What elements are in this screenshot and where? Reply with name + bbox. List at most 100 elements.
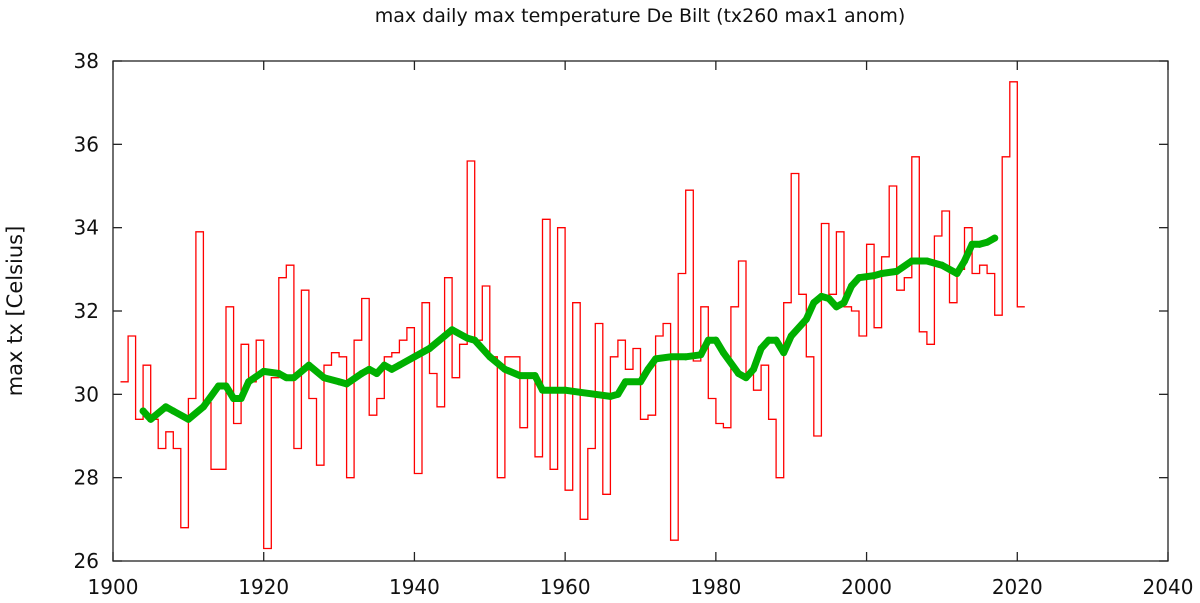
chart-title: max daily max temperature De Bilt (tx260… — [375, 5, 906, 27]
smoothed-point-1956 — [531, 372, 539, 380]
x-tick-label: 1920 — [238, 575, 289, 599]
smoothed-point-1962 — [576, 388, 584, 396]
smoothed-point-2002 — [878, 270, 886, 277]
x-tick-label: 1960 — [540, 575, 591, 599]
smoothed-point-1917 — [237, 395, 245, 402]
smoothed-point-1972 — [652, 355, 660, 363]
x-tick-label: 1900 — [88, 575, 139, 599]
smoothed-point-1994 — [817, 292, 825, 300]
x-tick-label: 1940 — [389, 575, 440, 599]
y-tick-label: 36 — [74, 132, 99, 156]
smoothed-point-2013 — [961, 257, 969, 265]
smoothed-point-1938 — [395, 361, 403, 369]
smoothed-point-1988 — [772, 336, 780, 344]
smoothed-point-1935 — [373, 370, 381, 377]
smoothed-point-2008 — [923, 257, 931, 265]
smoothed-point-2010 — [938, 261, 946, 269]
smoothed-point-1954 — [516, 372, 524, 380]
smoothed-point-1915 — [222, 382, 230, 390]
smoothed-point-1923 — [282, 374, 290, 382]
smoothed-point-1920 — [260, 367, 268, 375]
smoothed-point-1930 — [335, 378, 343, 386]
x-tick-label: 2000 — [841, 575, 892, 599]
smoothed-point-1950 — [486, 353, 494, 361]
smoothed-point-1964 — [591, 390, 599, 398]
smoothed-point-1940 — [410, 353, 418, 361]
annual-max-step-line — [120, 81, 1025, 550]
smoothed-point-1918 — [245, 378, 253, 386]
smoothed-point-1937 — [388, 365, 396, 373]
smoothed-point-2017 — [991, 234, 999, 242]
smoothed-point-1942 — [426, 345, 433, 352]
x-tick-label: 1980 — [690, 575, 741, 599]
y-tick-label: 30 — [74, 382, 99, 406]
y-tick-label: 38 — [74, 49, 99, 73]
smoothed-point-1936 — [380, 361, 388, 369]
smoothed-point-2006 — [908, 257, 916, 265]
smoothed-point-1957 — [539, 386, 547, 394]
smoothed-point-1983 — [734, 370, 742, 377]
smoothed-point-1907 — [162, 403, 170, 411]
smoothed-point-1993 — [810, 299, 818, 307]
smoothed-point-1926 — [305, 361, 313, 369]
y-tick-label: 32 — [74, 299, 99, 323]
smoothed-point-1952 — [501, 365, 509, 373]
plot-frame — [112, 60, 1169, 562]
smoothed-point-1998 — [848, 282, 855, 290]
smoothed-point-2012 — [953, 270, 961, 277]
y-tick-label: 34 — [74, 216, 99, 240]
smoothed-point-2016 — [983, 238, 991, 246]
smoothed-point-1999 — [855, 274, 863, 282]
smoothed-point-1916 — [230, 395, 238, 402]
smoothed-point-1981 — [719, 349, 727, 357]
y-axis-label: max tx [Celsius] — [3, 226, 27, 397]
smoothed-point-1922 — [275, 370, 283, 377]
smoothed-point-1960 — [561, 386, 569, 394]
smoothed-point-1924 — [290, 374, 298, 382]
smoothed-point-1912 — [199, 403, 207, 411]
smoothed-point-2014 — [968, 240, 976, 248]
smoothed-point-2015 — [976, 240, 984, 248]
smoothed-point-1980 — [712, 336, 720, 344]
smoothed-point-1979 — [704, 336, 712, 344]
smoothed-point-1976 — [682, 353, 690, 361]
smoothed-point-1931 — [343, 380, 351, 388]
smoothed-point-1968 — [621, 378, 629, 386]
smoothed-point-1933 — [358, 370, 366, 377]
smoothed-point-1914 — [215, 382, 222, 390]
x-tick-label: 2020 — [992, 575, 1043, 599]
smoothed-point-2001 — [870, 272, 878, 280]
smoothed-point-1908 — [169, 407, 177, 415]
smoothed-point-1986 — [757, 345, 765, 352]
smoothed-point-1945 — [448, 326, 456, 334]
smoothed-point-1974 — [667, 353, 675, 361]
smoothed-point-1987 — [765, 336, 773, 344]
smoothed-point-1996 — [832, 303, 840, 311]
smoothed-point-1967 — [614, 390, 622, 398]
smoothed-point-1970 — [637, 378, 644, 386]
smoothed-point-1995 — [825, 295, 833, 302]
smoothed-point-1989 — [780, 349, 788, 357]
smoothed-point-1966 — [606, 392, 614, 400]
smoothed-point-1992 — [802, 315, 810, 323]
smoothed-point-1944 — [441, 332, 449, 340]
smoothed-point-1978 — [697, 351, 705, 359]
smoothed-point-1948 — [471, 336, 479, 344]
smoothed-point-1990 — [787, 332, 795, 340]
smoothed-point-1934 — [365, 365, 373, 373]
smoothed-point-1997 — [840, 299, 848, 307]
smoothed-point-2004 — [893, 267, 901, 275]
smoothed-point-1947 — [463, 334, 471, 342]
smoothed-point-1984 — [742, 374, 750, 382]
smoothed-point-1928 — [320, 374, 328, 382]
smoothed-point-1985 — [750, 365, 758, 373]
smoothed-point-1910 — [184, 415, 192, 423]
smoothed-point-1905 — [147, 415, 155, 423]
x-tick-label: 2040 — [1143, 575, 1194, 599]
y-tick-label: 26 — [74, 549, 99, 573]
smoothed-point-1971 — [644, 365, 652, 373]
plot-area — [120, 81, 1025, 550]
smoothed-point-1904 — [139, 407, 147, 415]
y-tick-label: 28 — [74, 466, 99, 490]
